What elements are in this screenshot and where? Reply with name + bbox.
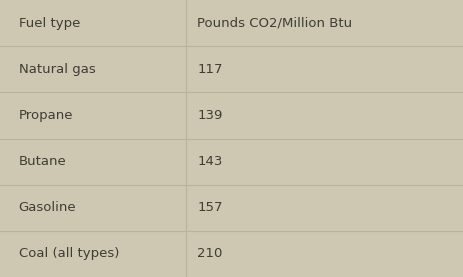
Text: Propane: Propane	[19, 109, 73, 122]
Text: Coal (all types): Coal (all types)	[19, 247, 119, 260]
Text: 143: 143	[197, 155, 222, 168]
Text: 210: 210	[197, 247, 222, 260]
Text: 117: 117	[197, 63, 222, 76]
Text: Butane: Butane	[19, 155, 66, 168]
Text: 139: 139	[197, 109, 222, 122]
Text: Fuel type: Fuel type	[19, 17, 80, 30]
Text: Pounds CO2/Million Btu: Pounds CO2/Million Btu	[197, 17, 351, 30]
Text: 157: 157	[197, 201, 222, 214]
Text: Natural gas: Natural gas	[19, 63, 95, 76]
Text: Gasoline: Gasoline	[19, 201, 76, 214]
